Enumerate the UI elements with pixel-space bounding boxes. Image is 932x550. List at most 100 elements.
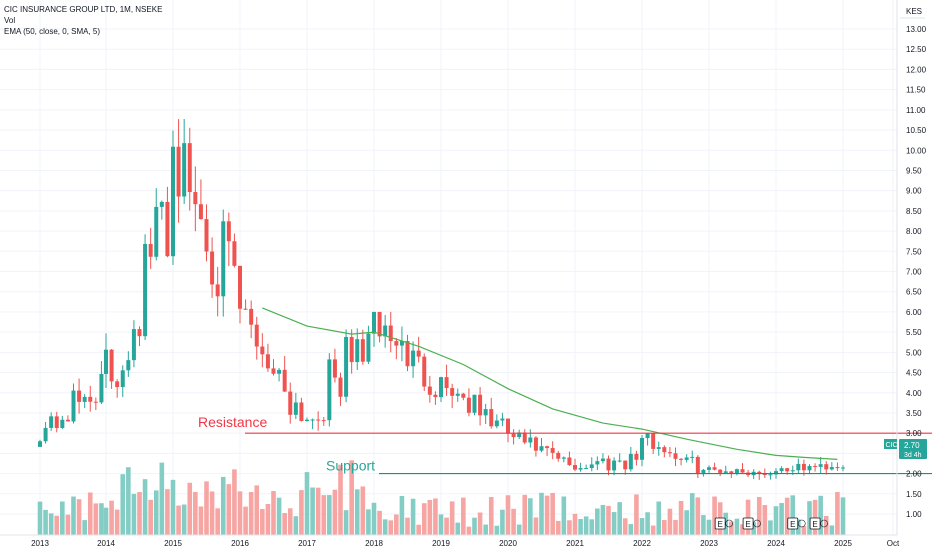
candle-body [109, 349, 114, 382]
candle-body [148, 243, 153, 257]
candle-body [394, 341, 399, 346]
candle-body [545, 446, 550, 449]
x-tick-label: 2023 [700, 539, 718, 548]
resistance-label[interactable]: Resistance [198, 414, 267, 430]
earnings-marker[interactable] [714, 517, 726, 530]
volume-bar [522, 494, 528, 535]
candle-body [65, 419, 70, 422]
support-label[interactable]: Support [326, 458, 375, 474]
volume-bar [287, 508, 293, 535]
volume-bar [433, 498, 438, 535]
candle-body [204, 219, 209, 252]
candle-body [126, 360, 131, 371]
volume-bar [662, 520, 667, 535]
candle-body [316, 419, 321, 421]
volume-bar [327, 495, 332, 535]
earnings-marker-dot [725, 519, 733, 528]
volume-bar [511, 508, 516, 535]
volume-bar [310, 487, 315, 535]
candle-body [383, 325, 388, 337]
volume-bar [695, 497, 701, 535]
earnings-marker[interactable] [809, 517, 821, 530]
candle-body [606, 458, 611, 471]
y-tick-label: 4.00 [906, 389, 922, 398]
volume-bar [706, 519, 712, 535]
earnings-marker[interactable] [787, 517, 799, 530]
volume-bar [784, 497, 790, 535]
volume-bar [271, 491, 276, 535]
candle-body [584, 468, 589, 470]
volume-bar [617, 502, 622, 535]
volume-bar [829, 525, 835, 535]
volume-bar [572, 513, 578, 535]
candle-body [265, 354, 270, 369]
volume-bar [276, 497, 282, 535]
candle-body [444, 377, 449, 389]
ema-legend[interactable]: EMA (50, close, 0, SMA, 5) [4, 27, 101, 36]
time-axis[interactable]: 2013 2014 2015 2016 2017 2018 2019 2020 2021 2022… [31, 539, 900, 548]
symbol-title[interactable]: CIC INSURANCE GROUP LTD, 1M, NSEKE [4, 5, 163, 14]
y-tick-label: 9.00 [906, 187, 922, 196]
candle-body [483, 409, 488, 416]
candle-body [785, 468, 790, 472]
candle-body [238, 265, 242, 309]
candle-body [327, 359, 332, 421]
candle-body [628, 453, 633, 470]
volume-bar [204, 481, 209, 535]
candle-body [489, 409, 494, 427]
volume-bar [550, 492, 555, 535]
volume-bar [421, 503, 427, 535]
candle-body [288, 391, 293, 415]
x-tick-label: 2015 [164, 539, 182, 548]
candle-body [120, 370, 125, 388]
y-tick-label: 6.00 [906, 308, 922, 317]
volume-bar [790, 495, 796, 535]
volume-bar [689, 493, 695, 535]
candle-body [567, 457, 572, 466]
y-tick-label: 8.50 [906, 207, 922, 216]
candle-body [617, 460, 622, 462]
currency-label[interactable]: KES [906, 7, 922, 16]
volume-bar [823, 515, 829, 535]
last-price-box [899, 439, 927, 459]
y-tick-label: 5.00 [906, 348, 922, 357]
candle-body [740, 469, 745, 473]
candle-body [60, 419, 65, 428]
candlesticks [38, 119, 845, 480]
candle-body [634, 453, 639, 460]
volume-bar [131, 493, 137, 535]
volume-bar [321, 495, 327, 535]
volume-bar [444, 517, 449, 535]
volume-bar [282, 513, 287, 535]
volume-bar [416, 524, 421, 535]
volume-bar [773, 506, 779, 535]
candle-body [528, 437, 533, 443]
volume-bar [43, 509, 48, 535]
volume-bar [170, 479, 176, 535]
y-tick-label: 10.50 [906, 126, 927, 135]
candle-body [466, 397, 471, 413]
candle-body [54, 416, 59, 428]
candle-body [159, 201, 164, 207]
volume-bar [93, 503, 99, 535]
volume-bar [220, 476, 226, 535]
candle-body [131, 329, 136, 361]
volume-bar [165, 489, 170, 535]
candle-body [829, 467, 834, 470]
volume-bar [796, 519, 801, 535]
volume-bar [315, 487, 321, 535]
volume-legend[interactable]: Vol [4, 16, 16, 25]
candle-body [271, 368, 276, 374]
candle-body [49, 416, 54, 428]
chart-legend: CIC INSURANCE GROUP LTD, 1M, NSEKE Vol E… [4, 4, 162, 37]
volume-bar [427, 499, 433, 535]
earnings-marker[interactable] [742, 517, 754, 530]
candle-body [82, 396, 87, 402]
candle-body [522, 432, 527, 443]
volume-bar [589, 519, 595, 535]
candle-body [366, 333, 371, 362]
volume-bar [578, 518, 583, 535]
candle-body [355, 339, 360, 363]
